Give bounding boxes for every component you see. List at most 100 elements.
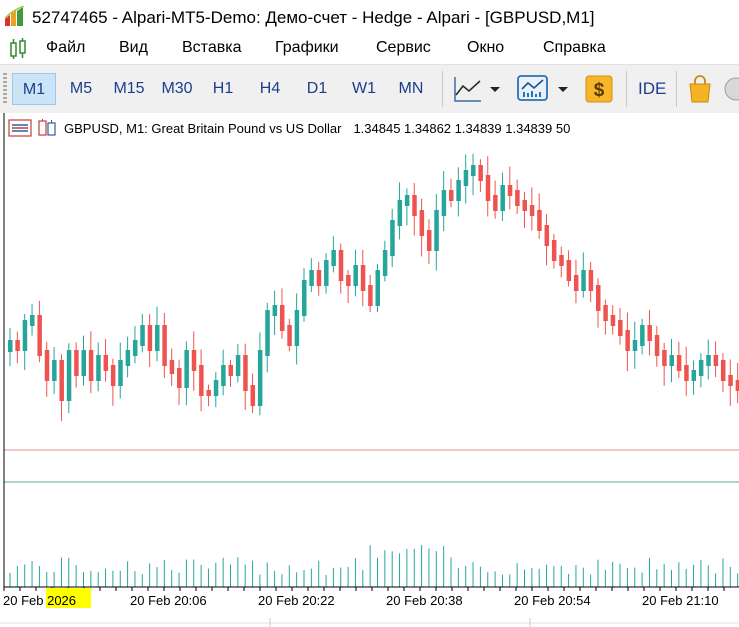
bear-candle — [610, 315, 616, 326]
bear-candle — [720, 360, 726, 381]
time-label: 20 Feb 20:06 — [130, 593, 207, 608]
indicators-icon[interactable] — [516, 73, 550, 105]
bull-candle — [118, 360, 123, 386]
menu-window[interactable]: Окно — [467, 39, 505, 56]
bear-candle — [250, 385, 256, 406]
bear-candle — [551, 240, 557, 261]
bear-candle — [103, 355, 109, 371]
chevron-down-icon[interactable] — [556, 73, 570, 105]
toolbar-separator — [442, 71, 443, 107]
bear-candle — [206, 390, 211, 396]
bull-candle — [272, 305, 278, 316]
bear-candle — [368, 285, 373, 306]
bull-candle — [353, 265, 358, 286]
bull-candle — [397, 200, 403, 226]
chart-symbol-label: GBPUSD, M1: Great Britain Pound vs US Do… — [64, 120, 342, 136]
chevron-down-icon[interactable] — [488, 73, 502, 105]
ide-button[interactable]: IDE — [638, 79, 667, 98]
record-circle-icon[interactable] — [722, 73, 739, 105]
bear-candle — [412, 195, 417, 216]
bull-candle — [669, 355, 674, 366]
bear-candle — [603, 305, 608, 321]
bull-candle — [698, 360, 704, 376]
time-label-day: 20 Feb — [3, 593, 47, 608]
time-axis-ticks — [3, 587, 725, 591]
bear-candle — [728, 375, 733, 386]
bull-candle — [390, 220, 395, 256]
trade-panel-icon[interactable] — [8, 119, 32, 137]
symbol-chart-icon[interactable] — [36, 119, 60, 137]
dollar-icon[interactable]: $ — [584, 73, 614, 105]
timeframe-m15-button[interactable]: M15 — [113, 80, 145, 97]
timeframe-h4-button[interactable]: H4 — [259, 80, 281, 97]
bear-candle — [346, 275, 351, 286]
menu-file[interactable]: Файл — [46, 39, 86, 56]
bull-candle — [66, 350, 72, 401]
bear-candle — [684, 365, 689, 381]
bear-candle — [88, 350, 94, 381]
bull-candle — [22, 320, 28, 351]
toolbar-separator — [676, 71, 677, 107]
bull-candle — [257, 350, 263, 406]
svg-text:$: $ — [594, 80, 605, 101]
bull-candle — [581, 270, 586, 291]
bear-candle — [544, 225, 550, 246]
timeframe-mn-button[interactable]: MN — [398, 80, 424, 97]
bull-candle — [294, 310, 300, 346]
menu-view[interactable]: Вид — [119, 39, 148, 56]
bear-candle — [507, 185, 513, 196]
toolbar-separator — [626, 71, 627, 107]
bear-candle — [618, 320, 623, 336]
bull-candle — [221, 365, 226, 386]
bull-candle — [132, 340, 138, 356]
timeframe-w1-button[interactable]: W1 — [352, 80, 376, 97]
market-bag-icon[interactable] — [686, 73, 714, 105]
bear-candle — [316, 270, 322, 286]
menu-insert[interactable]: Вставка — [182, 39, 242, 56]
bull-candle — [434, 210, 439, 251]
bear-candle — [419, 210, 425, 236]
bear-candle — [676, 355, 682, 371]
bear-candle — [360, 265, 366, 291]
bear-candle — [279, 305, 285, 331]
time-label: 20 Feb 20:54 — [514, 593, 591, 608]
bull-candle — [500, 185, 505, 211]
menu-tools[interactable]: Сервис — [376, 39, 431, 56]
date-highlight — [46, 588, 91, 608]
bull-candle — [81, 350, 86, 376]
metatrader-logo-icon — [4, 6, 25, 26]
timeframe-d1-button[interactable]: D1 — [306, 80, 328, 97]
toolbar-grip[interactable] — [3, 73, 7, 103]
bull-candle — [155, 325, 160, 351]
bear-candle — [596, 285, 601, 311]
bull-candle — [302, 280, 307, 316]
bull-candle — [706, 355, 711, 366]
timeframe-m5-button[interactable]: M5 — [69, 80, 93, 97]
line-chart-icon[interactable] — [452, 73, 484, 105]
bull-candle — [331, 250, 336, 266]
chart-window[interactable]: GBPUSD, M1: Great Britain Pound vs US Do… — [0, 113, 739, 627]
bull-candle — [404, 195, 410, 206]
bull-candle — [456, 180, 461, 201]
bear-candle — [735, 380, 739, 391]
bull-candle — [140, 325, 145, 346]
bear-candle — [449, 190, 454, 201]
timeframe-m1-button[interactable]: M1 — [12, 73, 56, 105]
bear-candle — [559, 255, 564, 266]
time-label-year: 2026 — [47, 593, 76, 608]
bear-candle — [566, 260, 572, 281]
bear-candle — [485, 175, 491, 201]
menu-help[interactable]: Справка — [543, 39, 606, 56]
bull-candle — [96, 355, 101, 381]
bull-candle — [30, 315, 35, 326]
bull-candle — [382, 250, 388, 276]
bear-candle — [44, 350, 50, 381]
menu-charts[interactable]: Графики — [275, 39, 339, 56]
bull-candle — [463, 170, 469, 186]
bear-candle — [478, 165, 483, 181]
bear-candle — [169, 360, 175, 374]
timeframe-m30-button[interactable]: M30 — [161, 80, 193, 97]
timeframe-h1-button[interactable]: H1 — [212, 80, 234, 97]
bear-candle — [654, 335, 660, 356]
chart-candles-icon — [10, 38, 26, 59]
